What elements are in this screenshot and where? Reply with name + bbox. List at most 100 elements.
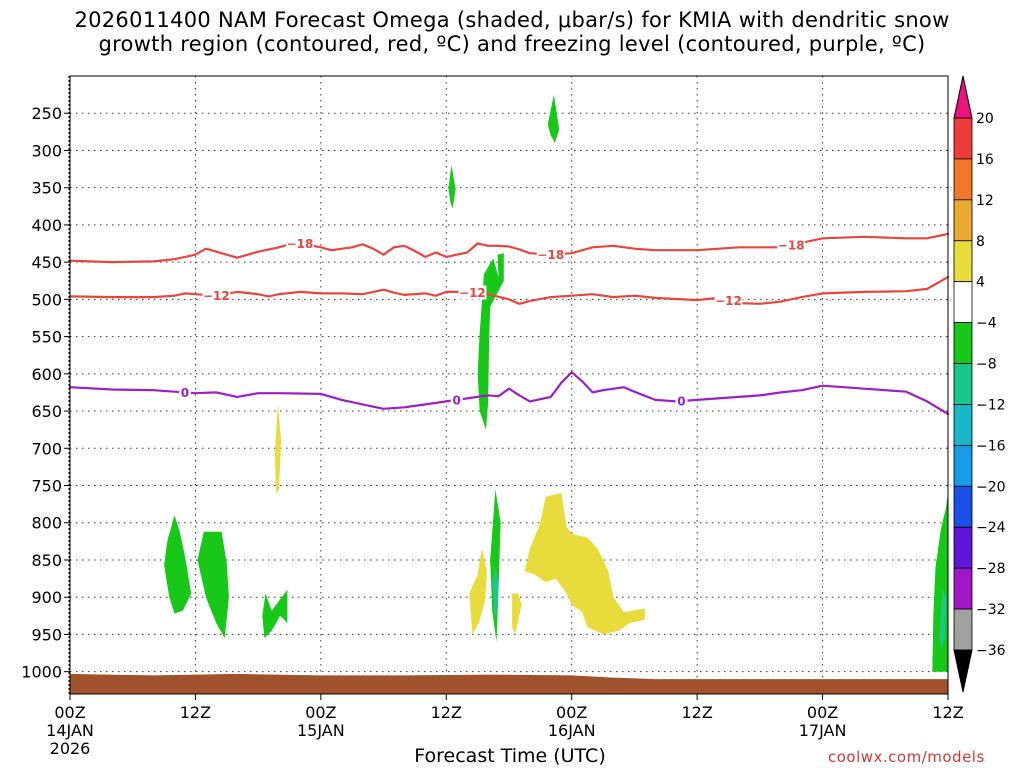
colorbar-swatch-5 (953, 322, 973, 364)
colorbar-label-7: −12 (976, 397, 1006, 413)
colorbar-label-1: 16 (976, 152, 994, 168)
colorbar-top-arrow (953, 75, 973, 119)
plot-border (69, 75, 949, 695)
y-tick-label-600: 600 (31, 365, 62, 384)
colorbar-swatch-9 (953, 485, 973, 528)
colorbar-label-4: 4 (976, 275, 985, 291)
y-tick-label-550: 550 (31, 328, 62, 347)
source-credit: coolwx.com/models (828, 748, 985, 766)
x-tick-date-24: 15JAN (297, 721, 345, 740)
colorbar-swatch-10 (953, 526, 973, 569)
y-tick-label-400: 400 (31, 216, 62, 235)
x-tick-label-84: 12Z (932, 703, 963, 722)
y-tick-label-850: 850 (31, 551, 62, 570)
y-tick-label-500: 500 (31, 290, 62, 309)
colorbar-bottom-arrow (953, 649, 973, 693)
x-tick-date-48: 16JAN (548, 721, 596, 740)
omega-teal-fhr41-890 (492, 567, 499, 620)
y-tick-label-700: 700 (31, 439, 62, 458)
omega-green-fhr40-560 (477, 253, 504, 430)
x-tick-label-60: 12Z (681, 703, 712, 722)
dgz-minus12-label-0: −12 (203, 289, 230, 303)
colorbar-label-0: 20 (976, 111, 994, 127)
y-axis-ticks: 250 300 350 400 450 500 550 600 650 700 750 800 850 9… (21, 104, 70, 682)
colorbar-label-9: −20 (976, 479, 1006, 495)
colorbar-label-5: −4 (976, 316, 997, 332)
x-axis-title: Forecast Time (UTC) (414, 745, 606, 767)
colorbar-label-13: −36 (976, 643, 1006, 659)
temperature-contours: −18 −18 −18 −12 −12 −12 0 0 0 (68, 232, 950, 416)
freezing-level-line (68, 371, 950, 416)
colorbar: 20 16 12 8 4 −4 −8 −12 −16 −20 −24 −28 −32 −36 (953, 75, 1006, 693)
omega-teal-fhr83-920 (939, 589, 946, 650)
grid-lines (70, 76, 948, 694)
y-tick-label-1000: 1000 (21, 663, 62, 682)
colorbar-swatch-1 (953, 158, 973, 201)
omega-green-fhr11-850 (164, 515, 192, 614)
title-line-2: growth region (contoured, red, ºC) and f… (98, 32, 926, 56)
omega-yellow-fhr47-860 (524, 493, 645, 635)
colorbar-label-6: −8 (976, 357, 997, 373)
colorbar-label-2: 12 (976, 193, 994, 209)
title-line-1: 2026011400 NAM Forecast Omega (shaded, μ… (74, 8, 950, 32)
y-tick-label-250: 250 (31, 104, 62, 123)
colorbar-swatch-6 (953, 363, 973, 405)
colorbar-label-3: 8 (976, 234, 985, 250)
y-tick-label-750: 750 (31, 477, 62, 496)
omega-green-fhr46-260 (547, 94, 560, 143)
y-tick-label-650: 650 (31, 402, 62, 421)
ground-polygon (70, 673, 948, 694)
omega-yellow-fhr42-920 (512, 593, 522, 635)
dgz-minus18-line (68, 232, 950, 264)
colorbar-label-11: −28 (976, 561, 1006, 577)
omega-green-fhr19-920 (262, 589, 288, 639)
omega-green-fhr83-880 (932, 493, 948, 672)
colorbar-swatch-7 (953, 404, 973, 446)
colorbar-swatch-2 (953, 199, 973, 242)
dgz-minus12-label-bg-2 (714, 293, 743, 308)
y-tick-label-300: 300 (31, 141, 62, 160)
chart-title: 2026011400 NAM Forecast Omega (shaded, μ… (0, 8, 1024, 56)
omega-shading (164, 94, 948, 672)
colorbar-swatch-3 (953, 240, 973, 283)
x-tick-label-72: 00Z (807, 703, 838, 722)
freezing-level-label-1: 0 (453, 393, 461, 407)
x-tick-label-36: 12Z (431, 703, 462, 722)
freezing-level-label-2: 0 (677, 395, 685, 409)
dgz-minus18-label-2: −18 (778, 239, 805, 253)
x-tick-label-48: 00Z (556, 703, 587, 722)
dgz-minus12-line (68, 275, 950, 305)
colorbar-label-10: −24 (976, 520, 1006, 536)
colorbar-label-8: −16 (976, 438, 1006, 454)
omega-green-fhr41-850 (490, 489, 501, 642)
colorbar-swatch-11 (953, 567, 973, 610)
freezing-level-label-bg-1 (450, 392, 463, 407)
dgz-minus12-label-2: −12 (715, 294, 742, 308)
colorbar-label-12: −32 (976, 602, 1006, 618)
dgz-minus12-label-bg-1 (458, 285, 487, 300)
plot-frame (68, 75, 949, 695)
dgz-minus18-label-bg-0 (285, 236, 314, 251)
dgz-minus18-label-1: −18 (537, 248, 564, 262)
x-tick-date-72: 17JAN (799, 721, 847, 740)
x-tick-label-12: 12Z (180, 703, 211, 722)
omega-green-fhr13-870 (197, 531, 229, 639)
omega-green-fhr37-350 (448, 165, 456, 209)
x-tick-label-24: 00Z (305, 703, 336, 722)
x-tick-year-0: 2026 (50, 739, 91, 758)
colorbar-swatch-4 (953, 281, 973, 324)
ground-fill (70, 673, 948, 694)
freezing-level-label-bg-0 (178, 385, 191, 400)
y-tick-label-450: 450 (31, 253, 62, 272)
dgz-minus12-label-1: −12 (459, 286, 486, 300)
dgz-minus18-label-bg-2 (777, 238, 806, 253)
omega-yellow-fhr38-890 (469, 548, 487, 635)
x-tick-date-0: 14JAN (46, 721, 94, 740)
y-tick-label-900: 900 (31, 588, 62, 607)
x-tick-label-0: 00Z (54, 703, 85, 722)
freezing-level-label-bg-2 (675, 394, 688, 409)
y-tick-label-800: 800 (31, 514, 62, 533)
dgz-minus18-label-bg-1 (536, 247, 565, 262)
